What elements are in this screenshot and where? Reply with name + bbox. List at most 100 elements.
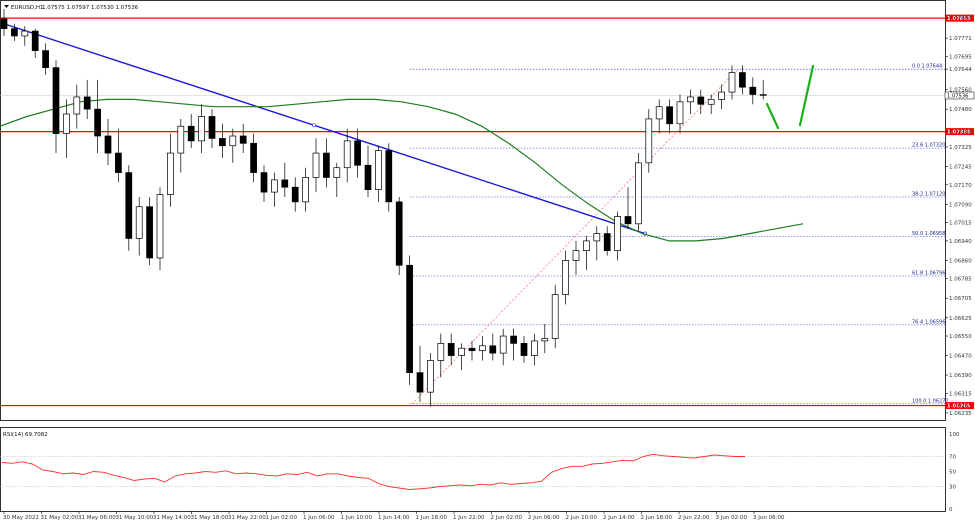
candle-bullish xyxy=(427,360,434,393)
candle-bearish xyxy=(510,335,517,344)
time-tick-label: 2 Jun 10:00 xyxy=(566,515,598,521)
candle-bullish xyxy=(198,116,205,142)
candle-bearish xyxy=(739,72,746,88)
time-tick-label: 31 May 14:00 xyxy=(153,515,191,521)
price-tick-label: 1.06550 xyxy=(949,334,972,340)
price-tick-label: 1.07771 xyxy=(949,36,972,42)
chart-title: EURUSD,H1 1.07575 1.07597 1.07530 1.0753… xyxy=(4,5,139,11)
time-tick-label: 3 Jun 02:00 xyxy=(716,515,748,521)
candle-bearish xyxy=(31,30,39,51)
candle-bullish xyxy=(343,140,351,169)
trendline-blue xyxy=(3,23,646,235)
chart-menu-triangle-icon[interactable] xyxy=(4,5,9,8)
price-tick-label: 1.06390 xyxy=(949,373,972,379)
time-tick-label: 1 Jun 18:00 xyxy=(416,515,448,521)
fib-level-label: 76.4 1.06596 xyxy=(912,319,945,325)
price-tick-label: 1.07695 xyxy=(949,55,972,61)
rsi-label: RSI(14) 69.7082 xyxy=(3,432,48,438)
current-price-box xyxy=(944,91,975,100)
candle-bullish xyxy=(541,338,549,342)
price-tick-label: 1.07388 xyxy=(949,130,972,136)
candle-bearish xyxy=(416,372,424,393)
price-tick-label: 1.06265 xyxy=(949,404,972,410)
candle-bearish xyxy=(666,106,673,125)
candle-bullish xyxy=(551,294,559,339)
candle-bullish xyxy=(759,94,767,96)
candle-bullish xyxy=(333,167,341,178)
resistance-mid-price-label: 1.07388 xyxy=(947,130,971,136)
candle-bullish xyxy=(73,96,81,115)
candle-bullish xyxy=(635,162,642,225)
candle-bearish xyxy=(115,152,122,173)
price-axis[interactable]: 1.07853 1.07771 1.07695 1.07644 1.07560 1.074… xyxy=(945,16,972,417)
time-tick-label: 2 Jun 02:00 xyxy=(491,515,523,521)
rsi-axis-label: 70 xyxy=(949,455,956,461)
candle-bullish xyxy=(655,106,663,120)
price-tick-label: 1.06705 xyxy=(949,296,972,302)
price-tick-label: 1.07015 xyxy=(949,221,972,227)
symbol-title: EURUSD,H1 xyxy=(11,5,43,11)
support-bottom-price-box xyxy=(945,402,974,410)
candle-bearish xyxy=(468,347,476,352)
candle-bullish xyxy=(437,343,445,361)
candle-bearish xyxy=(603,233,611,252)
time-tick-label: 31 May 02:00 xyxy=(41,515,79,521)
candle-bearish xyxy=(52,67,60,134)
rsi-axis-label: 30 xyxy=(949,485,956,491)
price-tick-label: 1.06470 xyxy=(949,354,972,360)
candle-bullish xyxy=(614,216,621,252)
resistance-mid-price-box xyxy=(945,128,974,136)
price-tick-label: 1.07325 xyxy=(949,145,972,151)
rsi-axis-label: 0 xyxy=(949,507,953,513)
candle-bearish xyxy=(624,216,632,225)
rsi-indicator: 100 70 50 30 0 xyxy=(0,432,960,513)
candle-bullish xyxy=(167,152,174,195)
fibonacci-retracement[interactable]: 0.0 1.07644 23.6 1.07320 38.2 1.07120 50.0 … xyxy=(410,64,949,405)
time-tick-label: 1 Jun 02:00 xyxy=(266,515,298,521)
candle-bearish xyxy=(187,125,195,142)
time-tick-label: 1 Jun 14:00 xyxy=(378,515,410,521)
price-tick-label: 1.07480 xyxy=(949,107,972,113)
candle-bearish xyxy=(250,142,257,173)
candle-bearish xyxy=(406,264,413,373)
candle-bearish xyxy=(385,150,393,203)
time-tick-label: 3 Jun 06:00 xyxy=(753,515,785,521)
fib-level-label: 23.6 1.07320 xyxy=(912,143,945,149)
candle-bearish xyxy=(291,186,299,203)
candle-bullish xyxy=(375,150,382,191)
resistance-top-price-box xyxy=(945,14,974,22)
candle-bullish xyxy=(63,113,70,134)
candle-bullish xyxy=(499,335,507,354)
candle-bearish xyxy=(520,343,528,356)
moving-average-layer xyxy=(0,98,804,242)
candle-bearish xyxy=(208,116,216,139)
candle-bullish xyxy=(593,233,601,242)
time-tick-label: 2 Jun 06:00 xyxy=(528,515,560,521)
horizontal-levels[interactable]: 1.07853 1.07388 1.06265 1.07536 xyxy=(0,14,975,410)
time-tick-label: 1 Jun 22:00 xyxy=(453,515,485,521)
forecast-arrows xyxy=(765,64,815,130)
fib-level-label: 0.0 1.07644 xyxy=(912,64,942,70)
candles-layer xyxy=(0,9,767,407)
forecast-up-stroke xyxy=(798,64,815,127)
price-tick-label: 1.07644 xyxy=(949,67,972,73)
price-tick-label: 1.06860 xyxy=(949,258,972,264)
time-axis[interactable]: 30 May 2022 31 May 02:00 31 May 06:00 31 Ma… xyxy=(3,511,785,521)
price-tick-label: 1.07560 xyxy=(949,88,972,94)
candle-bullish xyxy=(229,135,237,147)
candle-bullish xyxy=(271,179,278,193)
candle-bullish xyxy=(177,125,185,154)
support-bottom-price-label: 1.06265 xyxy=(947,404,971,410)
candle-bearish xyxy=(395,201,403,266)
candle-bearish xyxy=(323,152,330,178)
candle-bearish xyxy=(219,138,226,147)
candle-bullish xyxy=(302,177,309,203)
candle-bearish xyxy=(146,206,153,259)
ohlc-readout: 1.07575 1.07597 1.07530 1.07536 xyxy=(42,5,139,11)
rsi-axis-label: 50 xyxy=(949,470,956,476)
moving-average-line xyxy=(0,98,804,242)
forecast-down-stroke xyxy=(765,102,780,130)
price-tick-label: 1.06940 xyxy=(949,239,972,245)
